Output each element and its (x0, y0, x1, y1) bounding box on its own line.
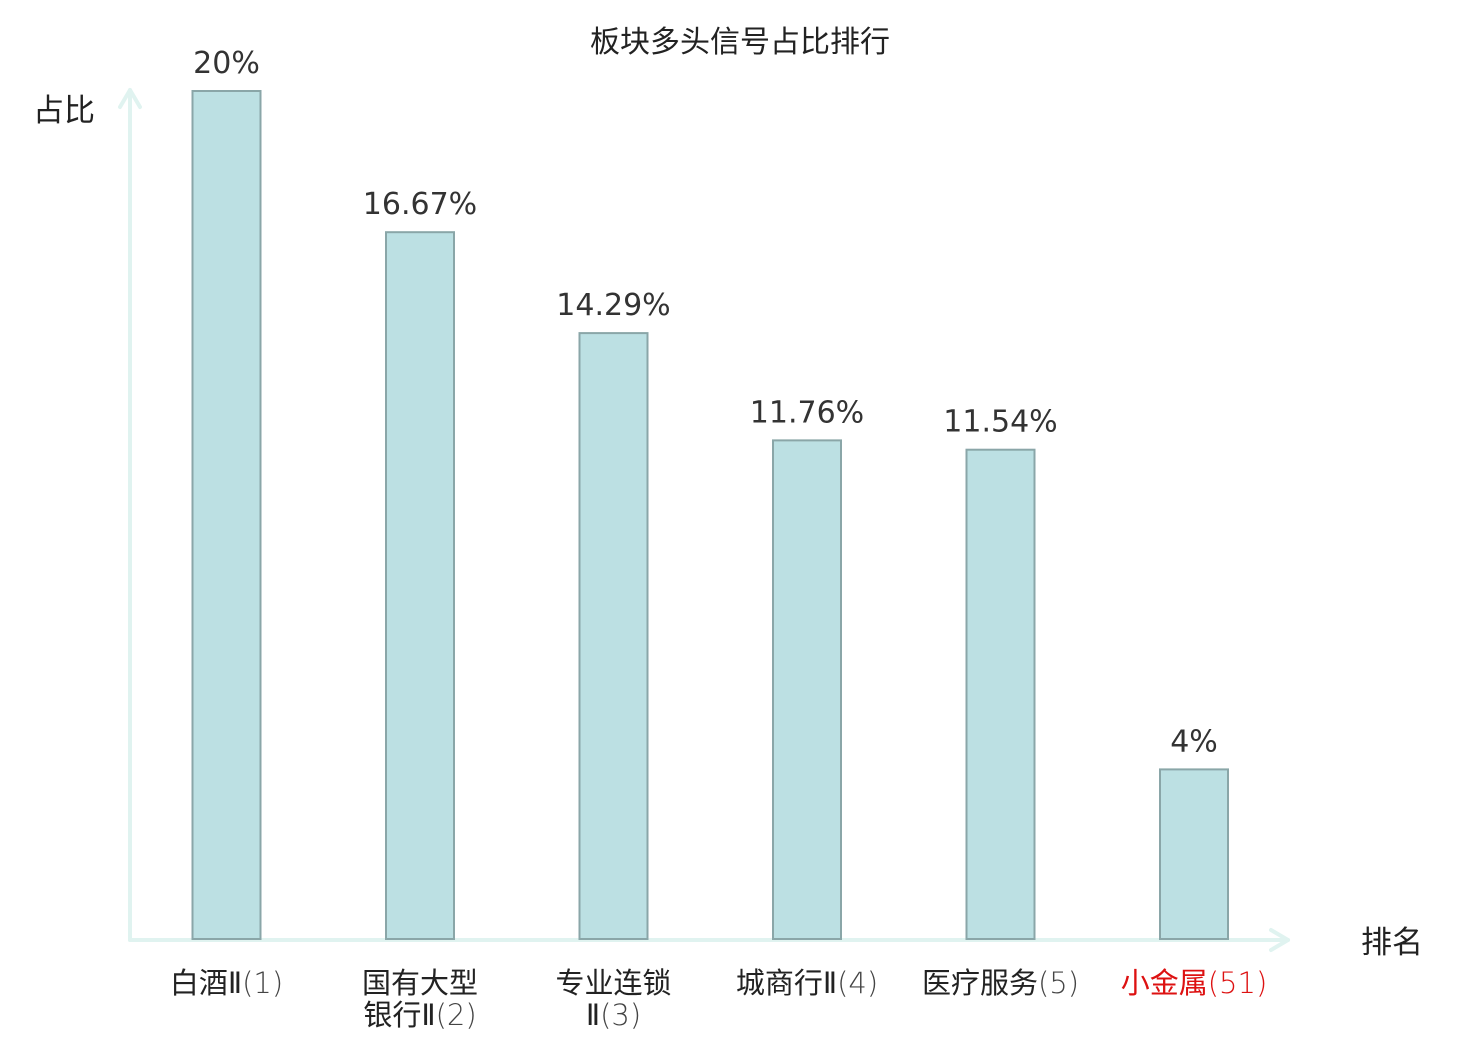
category-name: 白酒Ⅱ (170, 966, 242, 1000)
axes (118, 88, 1290, 952)
category-label: 国有大型 (362, 966, 478, 1000)
value-labels: 20% 16.67% 14.29% 11.76% 11.54% 4% (193, 46, 1218, 759)
bar-value-label: 14.29% (556, 288, 670, 323)
bar (772, 439, 842, 940)
category-label: 白酒Ⅱ(1) (170, 966, 283, 1000)
category-name: 城商行Ⅱ (736, 966, 837, 1000)
bar-value-label: 16.67% (363, 187, 477, 222)
bar (191, 90, 262, 940)
bar (965, 448, 1036, 940)
bar (578, 332, 649, 940)
y-axis-arrow-icon (118, 88, 142, 109)
x-axis-arrow-icon (1269, 928, 1290, 952)
category-name: 专业连锁 (555, 966, 671, 1000)
category-label: 银行Ⅱ(2) (363, 998, 476, 1032)
y-axis-label: 占比 (33, 93, 95, 129)
category-name: Ⅱ (586, 998, 600, 1032)
category-name: 国有大型 (362, 966, 478, 1000)
bar-value-label: 4% (1170, 724, 1218, 759)
bar (385, 231, 455, 940)
category-name: 医疗服务 (922, 966, 1038, 1000)
bar-value-label: 11.76% (750, 395, 864, 430)
category-rank: (3) (600, 998, 641, 1032)
category-label: 小金属(51) (1121, 966, 1268, 1000)
bar (1159, 768, 1229, 941)
category-rank: (2) (436, 998, 477, 1032)
category-label: Ⅱ(3) (586, 998, 641, 1032)
category-rank: (51) (1208, 966, 1268, 1000)
bars (191, 90, 1229, 941)
chart-title: 板块多头信号占比排行 (590, 25, 890, 60)
category-label: 医疗服务(5) (922, 966, 1079, 1000)
category-rank: (1) (242, 966, 283, 1000)
x-axis-label: 排名 (1361, 925, 1423, 961)
category-name: 银行Ⅱ (363, 998, 435, 1032)
bar-value-label: 11.54% (943, 405, 1057, 440)
category-rank: (5) (1038, 966, 1079, 1000)
category-name: 小金属 (1121, 966, 1208, 1000)
category-rank: (4) (837, 966, 878, 1000)
category-label: 城商行Ⅱ(4) (736, 966, 878, 1000)
category-label: 专业连锁 (555, 966, 671, 1000)
bar-value-label: 20% (193, 46, 260, 81)
